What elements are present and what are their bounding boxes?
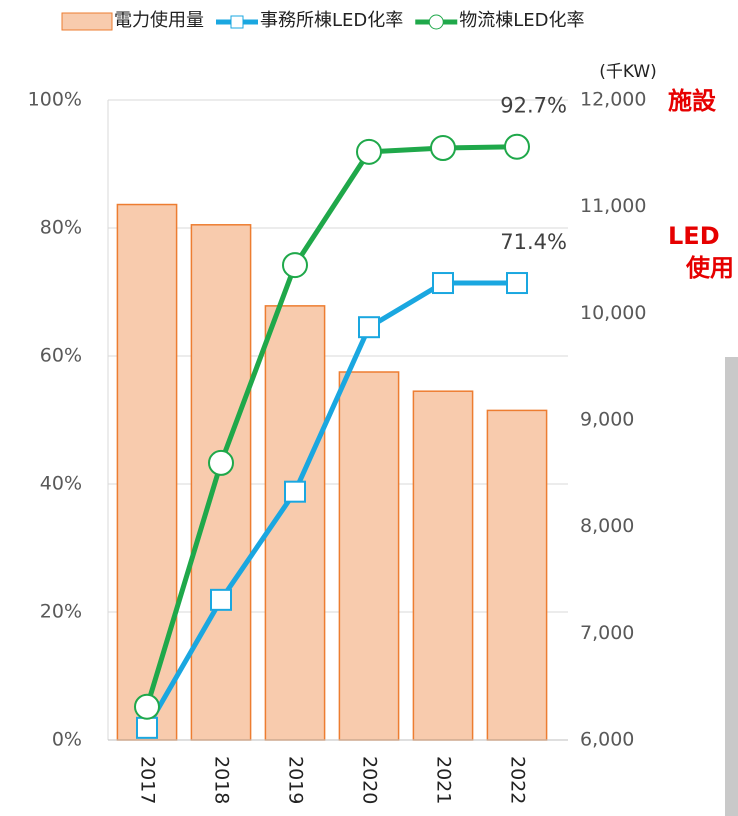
y-tick-label: 100% — [28, 89, 82, 111]
legend-label: 事務所棟LED化率 — [260, 10, 403, 31]
legend-marker — [231, 16, 243, 28]
marker — [357, 140, 381, 164]
marker — [135, 695, 159, 719]
chart: 施設 LED 使用 (千KW) 0% 20% 40% 60% 80% 100% 6,000 7… — [0, 0, 738, 816]
legend-label: 物流棟LED化率 — [459, 10, 584, 31]
marker — [507, 273, 527, 293]
x-tick-label: 2022 — [507, 756, 529, 804]
marker — [359, 317, 379, 337]
y2-tick-label: 12,000 — [580, 89, 646, 111]
legend-label: 電力使用量 — [114, 10, 204, 31]
side-text: 施設 — [668, 87, 717, 115]
marker — [211, 590, 231, 610]
bar — [191, 225, 250, 740]
side-text: LED — [668, 222, 720, 250]
x-tick-label: 2021 — [433, 756, 455, 804]
photo — [725, 357, 738, 816]
x-tick-label: 2018 — [211, 756, 233, 804]
y-tick-label: 40% — [40, 473, 82, 495]
legend-swatch — [62, 13, 112, 30]
y2-tick-label: 6,000 — [580, 729, 634, 751]
bar — [117, 205, 176, 740]
marker — [505, 135, 529, 159]
y-tick-label: 0% — [52, 729, 82, 751]
marker — [209, 451, 233, 475]
x-tick-label: 2017 — [137, 756, 159, 804]
y2-tick-label: 11,000 — [580, 195, 646, 217]
y2-tick-label: 7,000 — [580, 622, 634, 644]
y2-tick-label: 10,000 — [580, 302, 646, 324]
marker — [283, 253, 307, 277]
x-tick-label: 2019 — [285, 756, 307, 804]
side-text: 使用 — [685, 254, 734, 282]
x-tick-label: 2020 — [359, 756, 381, 804]
y2-unit: (千KW) — [599, 62, 657, 82]
bar — [487, 410, 546, 740]
marker — [285, 482, 305, 502]
marker — [137, 718, 157, 738]
marker — [431, 136, 455, 160]
y2-tick-label: 9,000 — [580, 409, 634, 431]
value-label: 92.7% — [500, 94, 567, 118]
bar — [413, 391, 472, 740]
y-tick-label: 20% — [40, 601, 82, 623]
bar — [339, 372, 398, 740]
value-label: 71.4% — [500, 230, 567, 254]
y-tick-label: 80% — [40, 217, 82, 239]
legend-marker — [429, 15, 443, 29]
y2-tick-label: 8,000 — [580, 515, 634, 537]
marker — [433, 273, 453, 293]
y-tick-label: 60% — [40, 345, 82, 367]
